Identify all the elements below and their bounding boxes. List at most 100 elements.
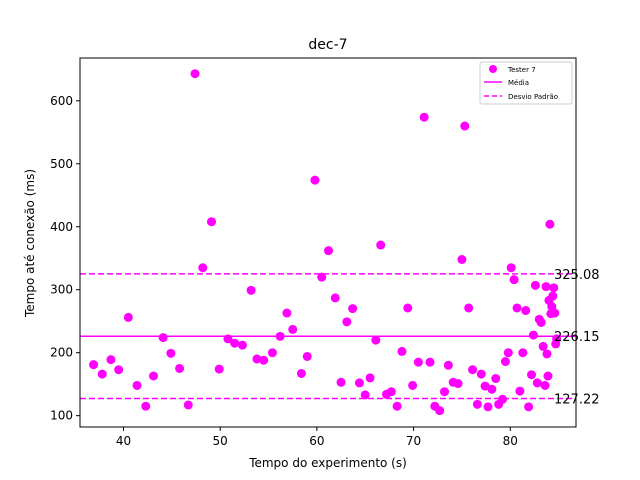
data-point: [509, 275, 519, 285]
data-point: [230, 338, 240, 348]
reference-line-label-1: 325.08: [554, 268, 600, 283]
data-point: [158, 333, 168, 343]
data-point: [528, 330, 538, 340]
data-point: [376, 240, 386, 250]
data-point: [330, 293, 340, 303]
data-point: [323, 246, 333, 256]
data-point: [542, 349, 552, 359]
data-point: [548, 291, 558, 301]
data-point: [403, 303, 413, 313]
y-tick-label: 400: [50, 220, 73, 234]
data-point: [408, 380, 418, 390]
data-point: [310, 175, 320, 185]
legend-frame: [479, 61, 573, 105]
data-point: [275, 331, 285, 341]
x-axis-label: Tempo do experimento (s): [248, 456, 407, 470]
data-point: [106, 355, 116, 365]
data-point: [360, 390, 370, 400]
data-point: [252, 354, 262, 364]
data-point: [550, 308, 560, 318]
data-point: [246, 285, 256, 295]
data-point: [354, 378, 364, 388]
data-point: [214, 364, 224, 374]
data-point: [386, 387, 396, 397]
data-point: [435, 406, 445, 416]
y-axis: 100 200 300 400 500 600: [50, 94, 80, 423]
legend: Tester 7 Média Desvio Padrão: [479, 61, 573, 105]
axes-frame: [79, 57, 577, 428]
data-point: [518, 348, 528, 358]
data-point: [348, 304, 358, 314]
data-point: [543, 371, 553, 381]
data-point: [541, 282, 551, 292]
data-point: [506, 263, 516, 273]
data-point: [460, 121, 470, 131]
data-point: [487, 384, 497, 394]
plot-area: [80, 69, 576, 416]
data-point: [206, 217, 216, 227]
data-point: [443, 360, 453, 370]
data-point: [342, 317, 352, 327]
data-point: [552, 334, 562, 344]
data-point: [141, 401, 151, 411]
data-point: [545, 219, 555, 229]
data-point: [259, 355, 269, 365]
data-point: [530, 280, 540, 290]
x-tick-label: 60: [309, 434, 324, 448]
x-tick-label: 50: [213, 434, 228, 448]
data-point: [89, 360, 99, 370]
data-point: [288, 324, 298, 334]
y-tick-label: 200: [50, 346, 73, 360]
x-axis: 40 50 60 70 80: [116, 427, 518, 448]
data-point: [440, 387, 450, 397]
data-point: [476, 369, 486, 379]
data-point: [464, 303, 474, 313]
data-point: [532, 378, 542, 388]
reference-line-label-0: 226.15: [554, 330, 600, 345]
data-point: [483, 402, 493, 412]
data-point: [468, 365, 478, 375]
data-point: [392, 401, 402, 411]
data-point: [336, 377, 346, 387]
data-point: [97, 369, 107, 379]
x-tick-label: 70: [406, 434, 421, 448]
data-point: [282, 308, 292, 318]
legend-marker-tester: [489, 65, 497, 73]
data-point: [524, 402, 534, 412]
data-point: [512, 303, 522, 313]
data-point: [166, 348, 176, 358]
legend-label-tester: Tester 7: [507, 66, 536, 74]
data-point: [419, 112, 429, 122]
data-point: [515, 386, 525, 396]
legend-label-desvio: Desvio Padrão: [508, 93, 558, 101]
data-point: [302, 351, 312, 361]
y-axis-label: Tempo até conexão (ms): [23, 169, 37, 318]
data-point: [132, 380, 142, 390]
x-tick-label: 40: [116, 434, 131, 448]
data-point: [175, 363, 185, 373]
data-point: [425, 357, 435, 367]
data-point: [413, 357, 423, 367]
data-point: [527, 370, 537, 380]
data-point: [500, 357, 510, 367]
y-tick-label: 500: [50, 157, 73, 171]
data-point: [237, 340, 247, 350]
data-point: [198, 263, 208, 273]
data-point: [365, 373, 375, 383]
x-tick-label: 80: [503, 434, 518, 448]
data-point: [457, 255, 467, 265]
y-tick-label: 100: [50, 409, 73, 423]
data-point: [223, 334, 233, 344]
data-point: [453, 379, 463, 389]
data-point: [296, 368, 306, 378]
data-point: [540, 380, 550, 390]
reference-line-label-2: 127.22: [554, 393, 600, 408]
data-point: [536, 317, 546, 327]
legend-label-media: Média: [508, 79, 529, 87]
data-point: [123, 312, 133, 322]
data-point: [148, 371, 158, 381]
data-point: [498, 394, 508, 404]
y-tick-label: 300: [50, 283, 73, 297]
data-point: [472, 399, 482, 409]
